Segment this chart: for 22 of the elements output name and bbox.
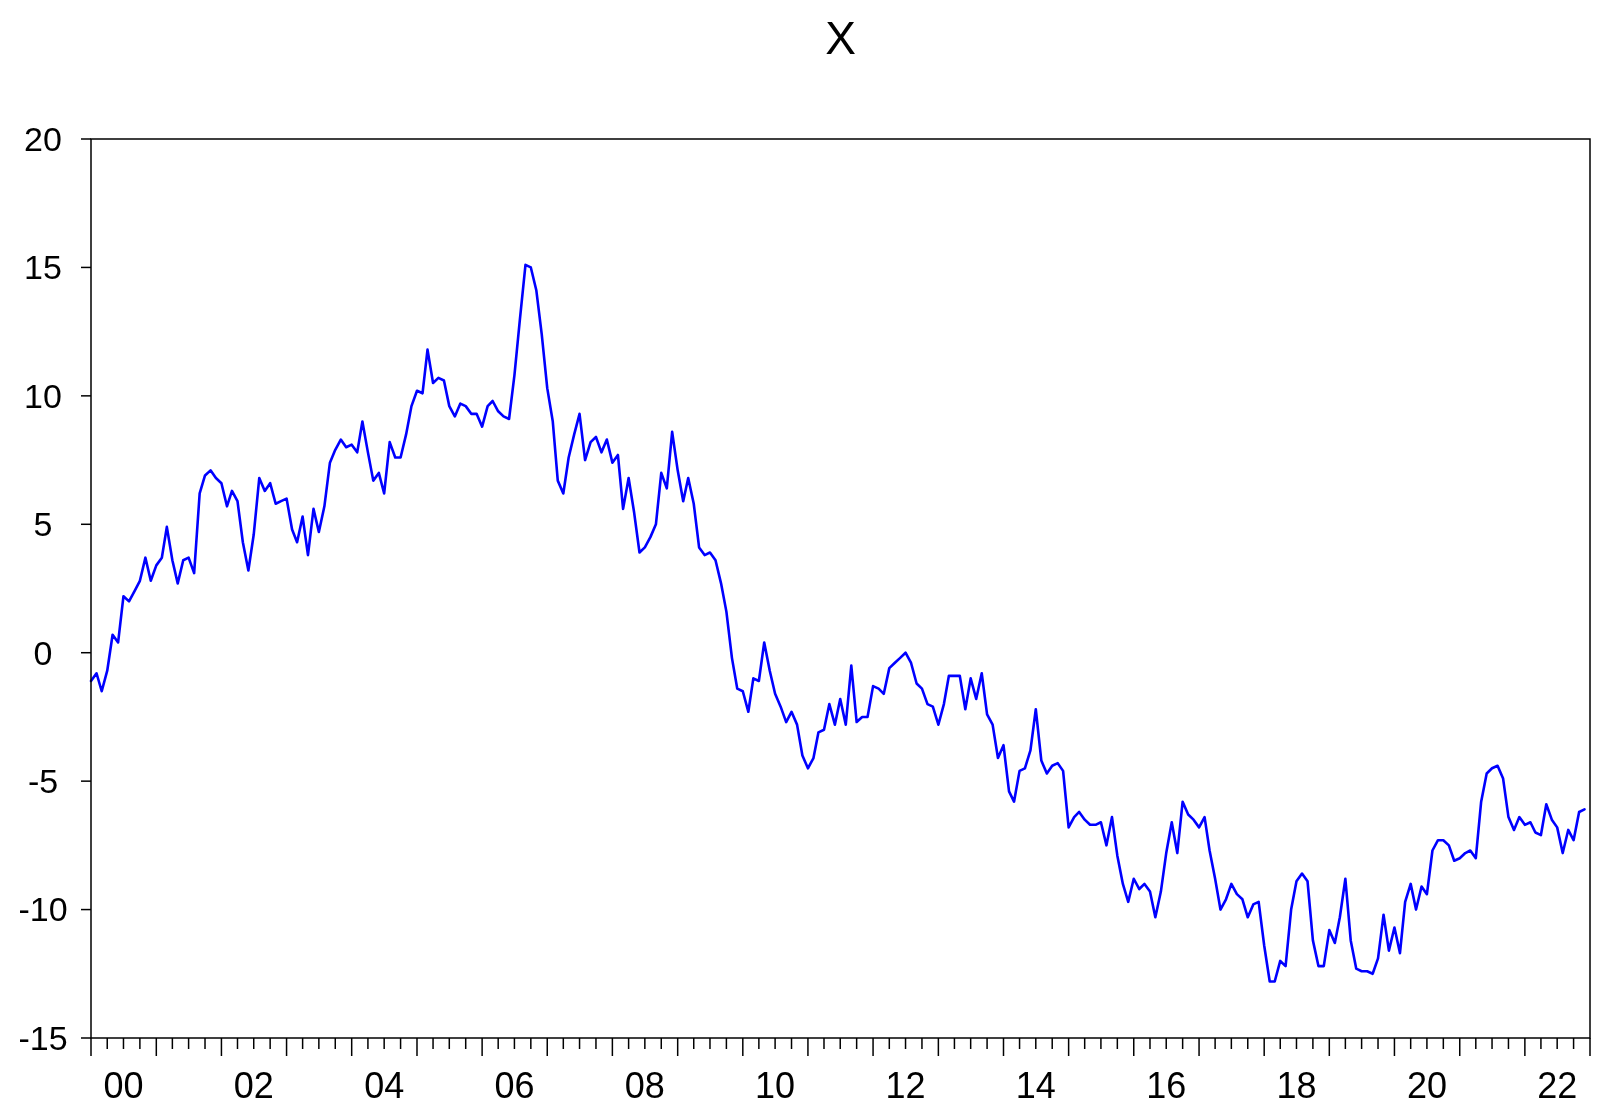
x-tick-label: 10 — [755, 1065, 796, 1106]
x-tick-label: 08 — [624, 1065, 665, 1106]
x-tick-label: 06 — [494, 1065, 535, 1106]
x-tick-label: 02 — [233, 1065, 274, 1106]
chart-title: X — [825, 12, 856, 64]
x-tick-label: 04 — [364, 1065, 405, 1106]
x-tick-label: 22 — [1537, 1065, 1578, 1106]
line-series — [89, 263, 1586, 983]
y-tick-label: -15 — [18, 1018, 68, 1057]
x-tick-label: 14 — [1015, 1065, 1056, 1106]
x-tick-label: 12 — [885, 1065, 926, 1106]
x-tick-label: 16 — [1146, 1065, 1187, 1106]
x-tick-label: 00 — [103, 1065, 144, 1106]
y-tick-label: 10 — [24, 376, 62, 415]
y-tick-label: 0 — [33, 633, 53, 672]
y-tick-label: -10 — [18, 890, 68, 929]
y-tick-label: -5 — [27, 762, 59, 801]
x-tick-label: 20 — [1406, 1065, 1447, 1106]
y-tick-label: 5 — [33, 505, 53, 544]
x-tick-label: 18 — [1276, 1065, 1317, 1106]
y-tick-label: 15 — [24, 248, 62, 287]
y-tick-label: 20 — [24, 119, 62, 158]
